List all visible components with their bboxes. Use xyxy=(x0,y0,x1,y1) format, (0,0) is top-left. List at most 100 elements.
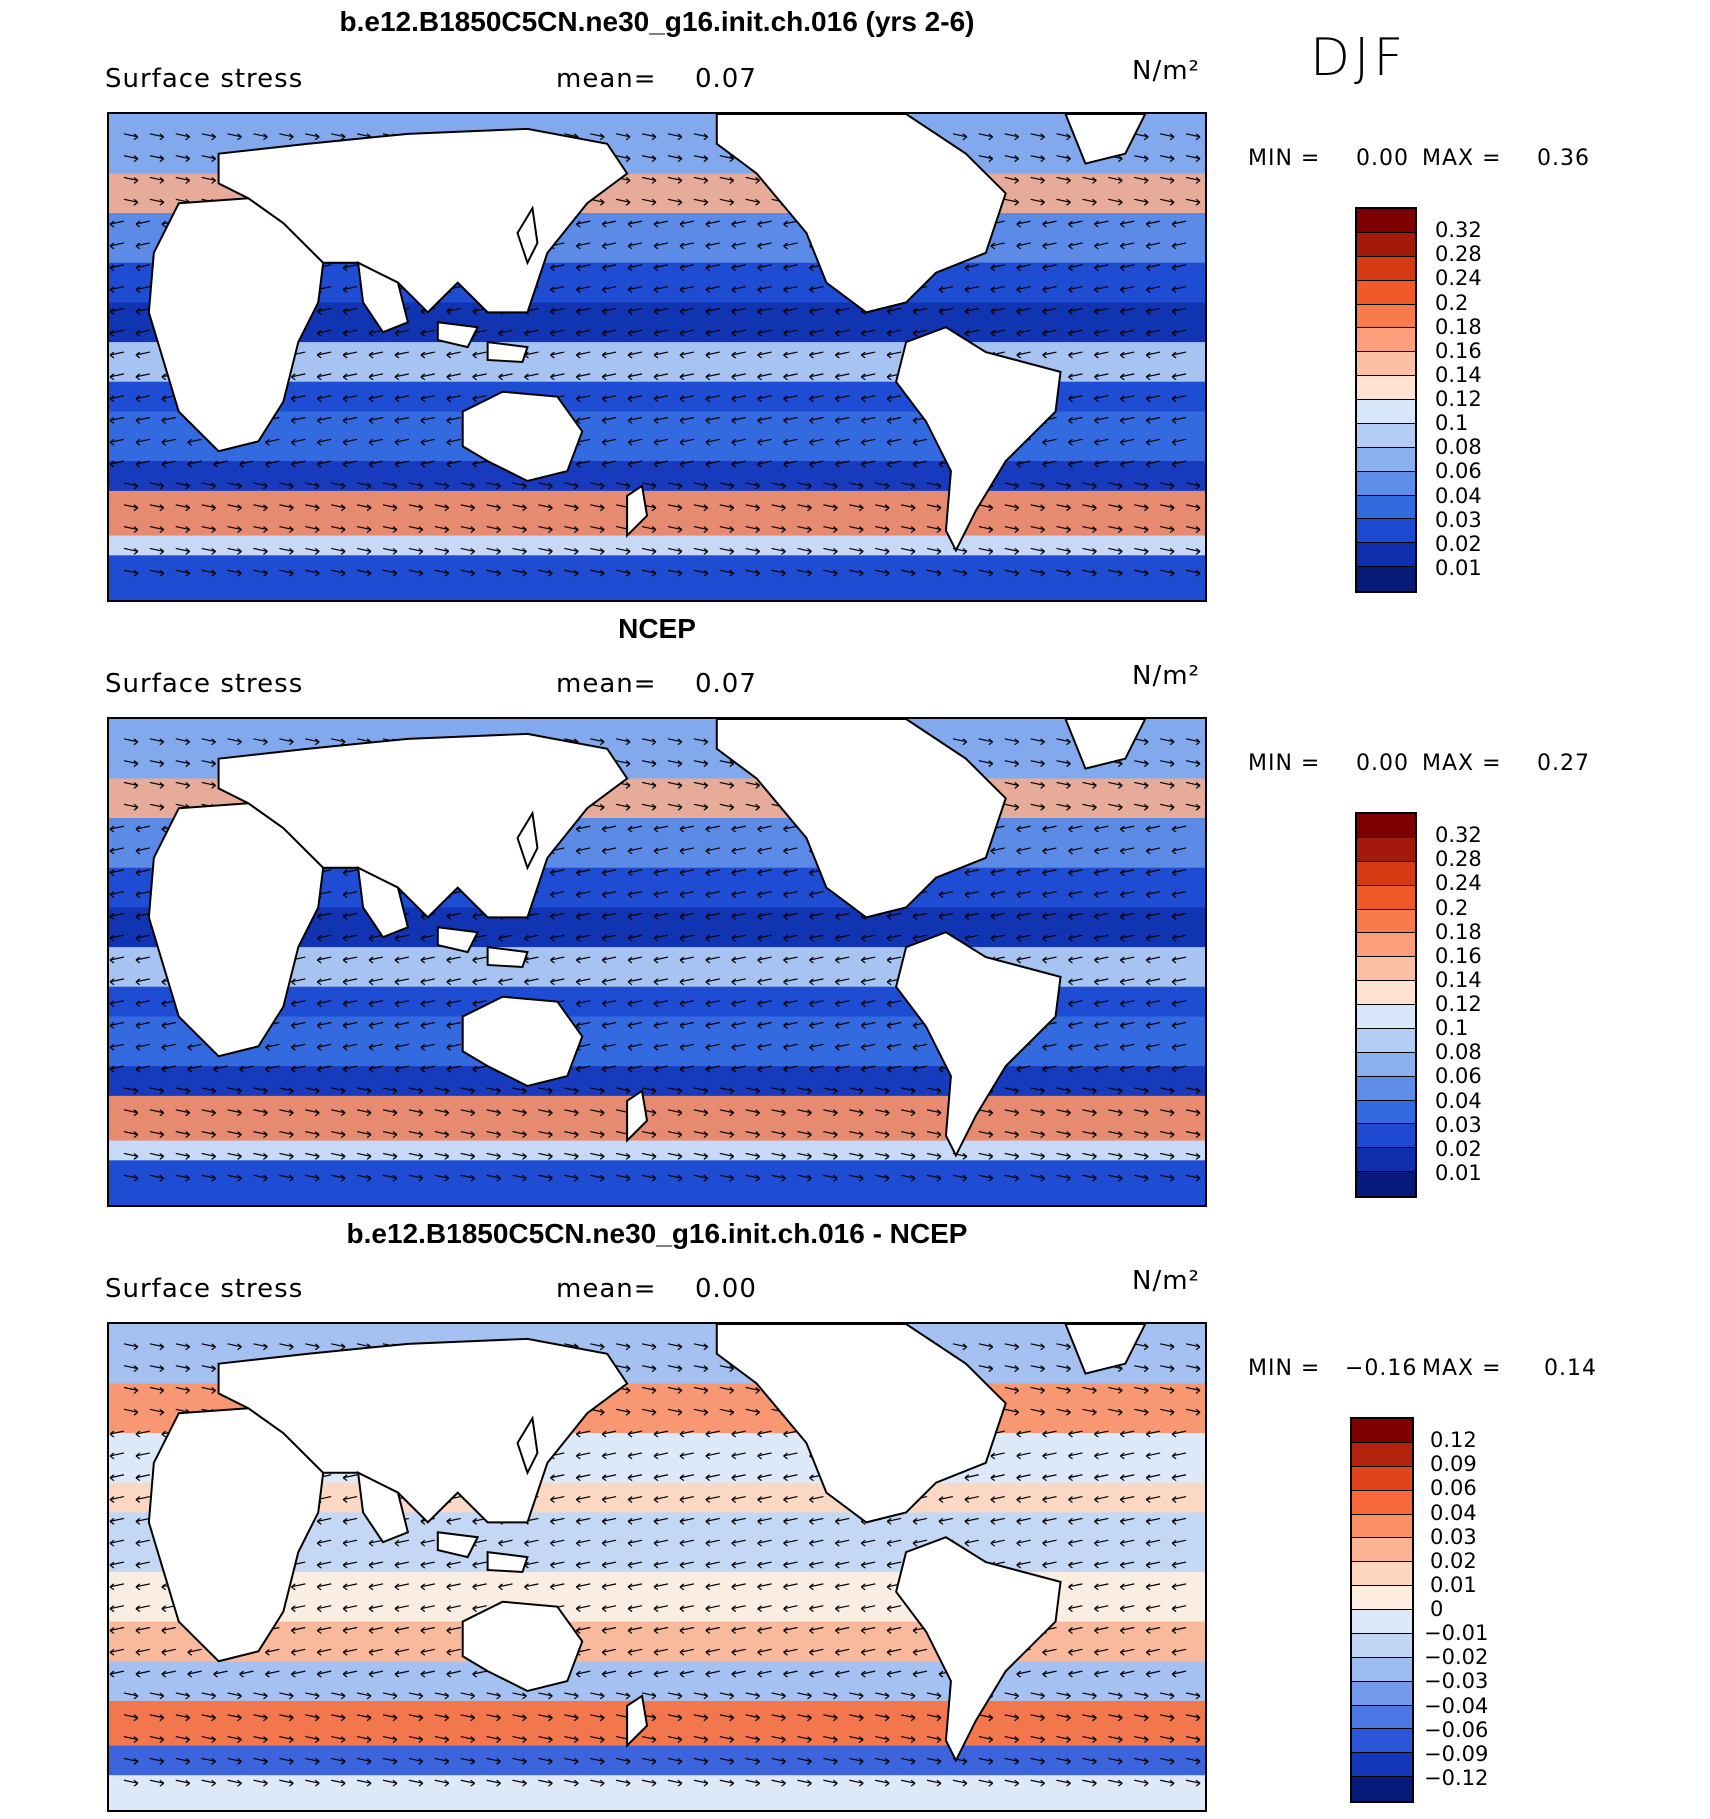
wind-arrow xyxy=(1145,220,1161,228)
wind-arrow xyxy=(305,526,320,534)
mean-value: 0.07 xyxy=(695,669,757,699)
land-mass xyxy=(217,732,629,919)
wind-arrow xyxy=(653,1670,669,1678)
wind-arrow xyxy=(601,825,617,833)
wind-arrow xyxy=(731,329,746,337)
wind-arrow xyxy=(1004,781,1020,789)
wind-arrow xyxy=(627,460,643,468)
wind-arrow xyxy=(1160,1692,1175,1700)
wind-arrow xyxy=(1068,1430,1083,1438)
wind-arrow xyxy=(305,569,320,577)
colorbar xyxy=(1350,1417,1414,1803)
wind-arrow xyxy=(653,285,669,294)
wind-arrow xyxy=(175,1736,191,1744)
wind-arrow xyxy=(1134,155,1149,163)
wind-arrow xyxy=(1056,1343,1071,1351)
wind-arrow xyxy=(783,1539,798,1547)
colorbar-tick-label: 0.14 xyxy=(1435,362,1482,387)
wind-arrow xyxy=(356,1174,372,1182)
wind-arrow xyxy=(627,1474,643,1482)
colorbar-tick-label: 0.18 xyxy=(1435,919,1482,944)
wind-arrow xyxy=(1094,956,1109,964)
wind-arrow xyxy=(135,307,150,315)
wind-arrow xyxy=(434,1152,450,1160)
wind-arrow xyxy=(316,416,332,424)
wind-arrow xyxy=(1030,1408,1045,1416)
wind-arrow xyxy=(1171,307,1187,315)
wind-arrow xyxy=(886,1605,902,1613)
wind-arrow xyxy=(823,504,838,512)
wind-arrow xyxy=(1094,438,1109,446)
colorbar-swatch xyxy=(1352,1610,1412,1634)
wind-arrow xyxy=(912,1539,928,1547)
wind-arrow xyxy=(109,1452,125,1460)
wind-arrow xyxy=(641,1692,657,1700)
wind-arrow xyxy=(1042,912,1057,920)
wind-arrow xyxy=(290,978,306,986)
wind-arrow xyxy=(627,416,643,424)
wind-arrow xyxy=(1094,416,1109,424)
wind-arrow xyxy=(1016,1561,1031,1569)
colorbar-tick-label: 0 xyxy=(1430,1597,1444,1621)
wind-arrow xyxy=(227,547,242,555)
wind-arrow xyxy=(564,1736,579,1744)
wind-arrow xyxy=(627,329,643,337)
wind-arrow xyxy=(1094,395,1109,403)
wind-arrow xyxy=(849,569,864,577)
land-mass xyxy=(516,205,539,266)
wind-arrow xyxy=(679,1043,694,1051)
wind-arrow xyxy=(705,978,720,986)
wind-arrow xyxy=(382,1692,398,1700)
wind-arrow xyxy=(342,869,358,877)
wind-arrow xyxy=(926,1736,942,1744)
wind-arrow xyxy=(1108,1386,1123,1394)
wind-arrow xyxy=(849,1109,864,1117)
colorbar-tick-label: 0.16 xyxy=(1435,943,1482,968)
wind-arrow xyxy=(265,1043,280,1051)
season-label: DJF xyxy=(1310,28,1408,88)
wind-arrow xyxy=(757,460,772,468)
wind-arrow xyxy=(1030,1343,1045,1351)
wind-arrow xyxy=(693,547,709,555)
wind-arrow xyxy=(1134,1757,1149,1765)
wind-arrow xyxy=(627,912,643,920)
wind-arrow xyxy=(434,482,450,490)
wind-arrow xyxy=(305,738,320,746)
wind-arrow xyxy=(797,1174,812,1182)
wind-arrow xyxy=(627,373,643,381)
wind-arrow xyxy=(783,1561,798,1569)
wind-arrow xyxy=(1160,133,1175,141)
wind-arrow xyxy=(886,934,902,942)
wind-arrow xyxy=(1119,1043,1135,1051)
wind-arrow xyxy=(331,482,346,490)
wind-arrow xyxy=(253,1714,268,1722)
wind-arrow xyxy=(227,1692,242,1700)
wind-arrow xyxy=(886,1021,902,1029)
wind-arrow xyxy=(1004,1343,1020,1351)
wind-arrow xyxy=(135,1517,150,1525)
wind-arrow xyxy=(1185,1131,1201,1139)
wind-arrow xyxy=(1119,890,1135,899)
wind-arrow xyxy=(1004,482,1020,490)
wind-arrow xyxy=(1160,569,1175,577)
wind-arrow xyxy=(1119,1626,1135,1634)
wind-arrow xyxy=(823,1131,838,1139)
wind-arrow xyxy=(550,264,565,272)
wind-arrow xyxy=(875,1736,890,1744)
wind-arrow xyxy=(783,438,798,446)
wind-arrow xyxy=(601,1452,617,1460)
wind-arrow xyxy=(227,738,242,746)
wind-arrow xyxy=(149,1779,165,1787)
wind-arrow xyxy=(135,956,150,964)
land-mass xyxy=(626,1089,649,1143)
wind-arrow xyxy=(1108,569,1123,577)
wind-arrow xyxy=(368,1605,384,1613)
wind-arrow xyxy=(135,373,150,381)
wind-arrow xyxy=(486,1714,501,1722)
wind-arrow xyxy=(123,1365,139,1373)
wind-arrow xyxy=(679,220,694,228)
wind-arrow xyxy=(342,1495,358,1504)
wind-arrow xyxy=(900,1087,916,1095)
wind-arrow xyxy=(679,1495,694,1504)
wind-arrow xyxy=(331,1757,346,1765)
